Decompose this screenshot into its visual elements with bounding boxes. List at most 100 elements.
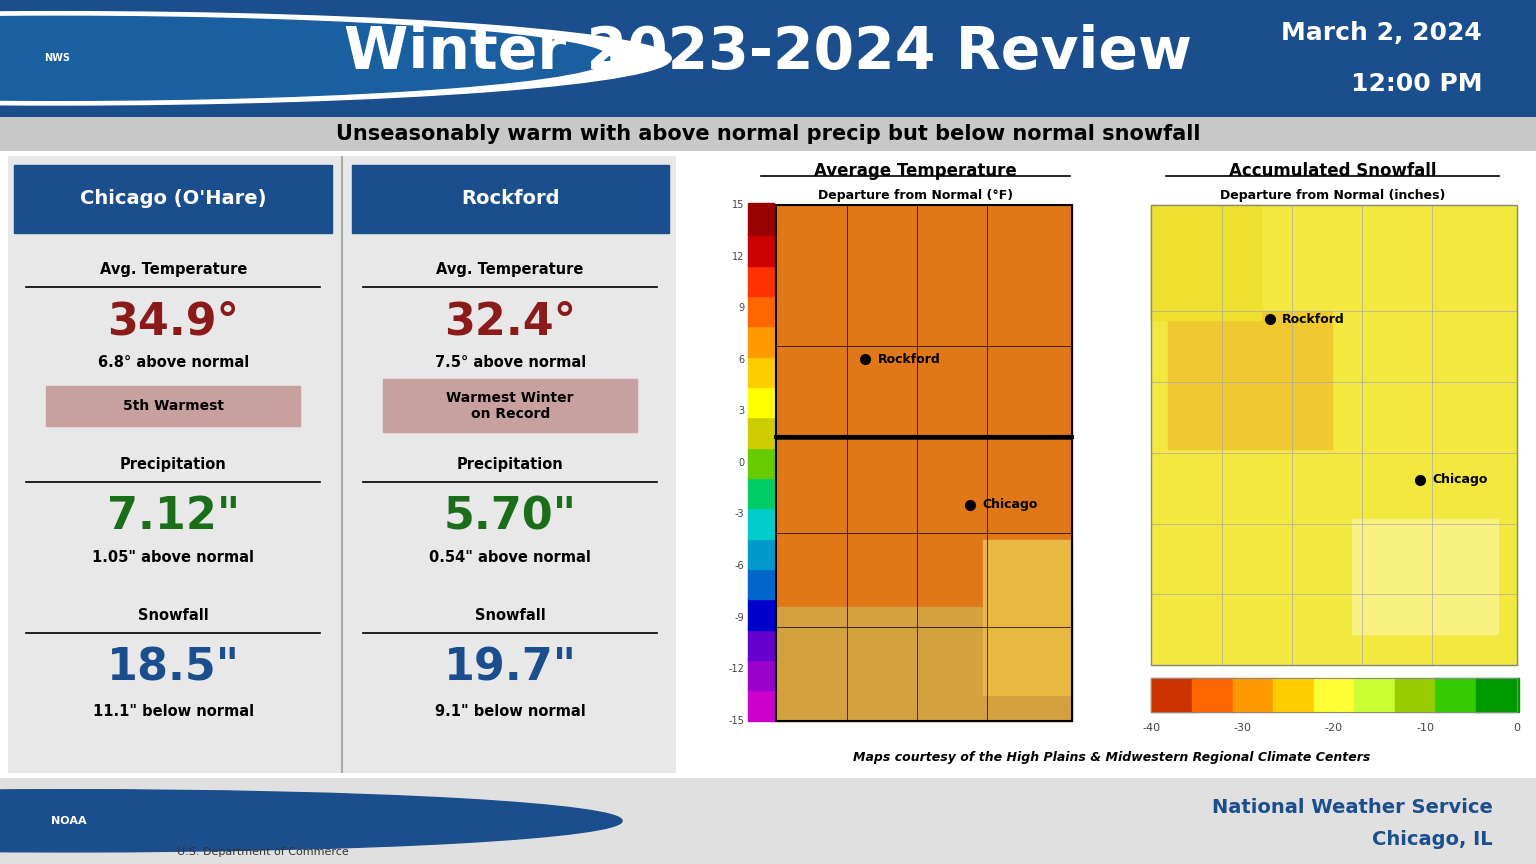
Text: Average Temperature: Average Temperature [814,162,1017,180]
Bar [1352,519,1499,634]
Bar [1152,205,1516,665]
Text: 5th Warmest: 5th Warmest [123,398,224,413]
Text: Departure from Normal (°F): Departure from Normal (°F) [817,189,1012,202]
Text: Unseasonably warm with above normal precip but below normal snowfall: Unseasonably warm with above normal prec… [336,124,1200,144]
Text: National Oceanic and: National Oceanic and [177,800,359,816]
Text: -6: -6 [734,561,745,571]
Text: -15: -15 [728,715,745,726]
FancyBboxPatch shape [382,379,637,432]
Bar [1152,677,1195,712]
Text: 0: 0 [739,458,745,467]
Text: U.S. Department of Commerce: U.S. Department of Commerce [177,847,349,857]
Text: 5.70": 5.70" [444,495,576,538]
Bar [776,607,1072,721]
Bar [776,205,1072,721]
Circle shape [0,11,671,105]
Text: -40: -40 [1143,722,1160,733]
Bar [1152,677,1516,712]
Text: 19.7": 19.7" [444,647,576,689]
Bar [776,205,1072,721]
Bar [748,264,774,296]
Text: 0: 0 [1513,722,1521,733]
Bar [748,476,774,508]
Bar [1313,677,1356,712]
Text: 12:00 PM: 12:00 PM [1350,72,1482,96]
Text: -3: -3 [734,510,745,519]
Text: Maps courtesy of the High Plains & Midwestern Regional Climate Centers: Maps courtesy of the High Plains & Midwe… [852,752,1370,765]
Text: 1.05" above normal: 1.05" above normal [92,550,255,564]
Text: Warmest Winter
on Record: Warmest Winter on Record [447,391,574,421]
Text: 6.8° above normal: 6.8° above normal [98,355,249,370]
Bar [748,355,774,387]
Bar [1152,205,1516,665]
Bar [1152,205,1261,320]
Text: Winter 2023-2024 Review: Winter 2023-2024 Review [344,24,1192,81]
Text: 7.5° above normal: 7.5° above normal [435,355,585,370]
Bar [1232,677,1275,712]
Bar [1395,677,1438,712]
Text: Departure from Normal (inches): Departure from Normal (inches) [1220,189,1445,202]
Text: Avg. Temperature: Avg. Temperature [436,263,584,277]
FancyBboxPatch shape [46,385,301,426]
Text: Atmospheric Administration: Atmospheric Administration [177,823,418,839]
Text: Chicago (O'Hare): Chicago (O'Hare) [80,189,267,208]
Bar [1436,677,1479,712]
Text: -20: -20 [1326,722,1342,733]
Bar [983,540,1072,695]
Text: 12: 12 [733,251,745,262]
Bar [748,385,774,417]
Bar [748,628,774,660]
Text: Rockford: Rockford [877,353,940,365]
Bar [748,567,774,600]
Bar [14,165,332,232]
Text: 15: 15 [733,200,745,210]
Text: 32.4°: 32.4° [444,301,576,344]
Text: 18.5": 18.5" [108,647,240,689]
Text: National Weather Service: National Weather Service [1212,798,1493,817]
Text: NOAA: NOAA [51,816,88,826]
Bar [748,598,774,630]
Text: Avg. Temperature: Avg. Temperature [100,263,247,277]
Bar [748,233,774,265]
Bar [352,165,670,232]
Bar [748,689,774,721]
Text: Accumulated Snowfall: Accumulated Snowfall [1229,162,1436,180]
Text: Snowfall: Snowfall [475,608,545,623]
Text: 34.9°: 34.9° [108,301,240,344]
Circle shape [0,790,622,852]
Bar [748,658,774,690]
Text: Chicago: Chicago [982,498,1037,511]
Bar [1273,677,1316,712]
Bar [748,537,774,569]
Bar [748,446,774,478]
Bar [748,325,774,357]
Text: Precipitation: Precipitation [456,457,564,472]
Text: 7.12": 7.12" [108,495,240,538]
Bar [748,506,774,539]
Text: Rockford: Rockford [1283,313,1346,326]
Text: 0.54" above normal: 0.54" above normal [429,550,591,564]
Text: 11.1" below normal: 11.1" below normal [92,704,253,719]
Text: Chicago: Chicago [1433,473,1488,486]
Bar [1476,677,1519,712]
Bar [1167,311,1332,449]
Bar [748,416,774,448]
Text: -10: -10 [1416,722,1435,733]
Text: Chicago, IL: Chicago, IL [1372,830,1493,849]
Text: March 2, 2024: March 2, 2024 [1281,21,1482,45]
Bar [1192,677,1235,712]
Text: 3: 3 [739,406,745,416]
Text: 9: 9 [739,303,745,313]
Text: 9.1" below normal: 9.1" below normal [435,704,585,719]
Text: -30: -30 [1233,722,1252,733]
Text: Rockford: Rockford [461,189,559,208]
Circle shape [0,16,610,100]
Text: Snowfall: Snowfall [138,608,209,623]
Text: Precipitation: Precipitation [120,457,227,472]
Text: NWS: NWS [45,54,69,63]
Text: -9: -9 [734,613,745,623]
Bar [748,203,774,235]
Bar [1355,677,1398,712]
Text: 6: 6 [739,355,745,365]
Bar [748,294,774,327]
